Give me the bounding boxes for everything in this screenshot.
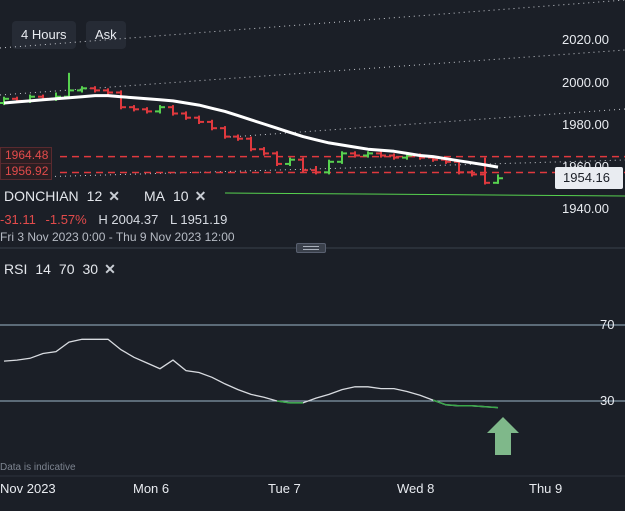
signal-arrow-icon (487, 417, 519, 455)
close-icon[interactable]: ✕ (108, 188, 120, 204)
ma-indicator-chip[interactable]: MA 10 ✕ (140, 185, 213, 207)
donchian-period: 12 (86, 188, 103, 204)
rsi-upper-setting: 70 (58, 261, 75, 277)
trend-line-upper (0, 0, 625, 49)
donchian-indicator-chip[interactable]: DONCHIAN 12 ✕ (0, 185, 126, 207)
price-tick-1980: 1980.00 (562, 117, 609, 132)
close-icon[interactable]: ✕ (104, 261, 116, 277)
trend-line-bottom (0, 159, 625, 179)
rsi-lower-setting: 30 (82, 261, 99, 277)
rsi-oversold-segment (276, 400, 291, 404)
timeframe-button[interactable]: 4 Hours (12, 21, 76, 49)
donchian-lower-tag: 1956.92 (0, 163, 53, 180)
time-tick-mon-6: Mon 6 (133, 481, 170, 496)
ma-name: MA (144, 188, 165, 204)
ma-period: 10 (173, 188, 189, 204)
date-range: Fri 3 Nov 2023 0:00 - Thu 9 Nov 2023 12:… (0, 230, 235, 244)
rsi-oversold-segment (432, 399, 447, 406)
rsi-tick-30: 30 (600, 393, 615, 408)
change-percent: -1.57% (45, 212, 87, 227)
time-tick-thu-9: Thu 9 (529, 481, 563, 496)
time-tick-wed-8: Wed 8 (397, 481, 435, 496)
panel-resize-handle[interactable] (296, 243, 326, 253)
disclaimer-text: Data is indicative (0, 462, 76, 473)
support-line (224, 192, 625, 197)
rsi-tick-70: 70 (600, 317, 615, 332)
rsi-indicator-chip[interactable]: RSI 14 70 30 ✕ (0, 258, 122, 280)
change-value: -31.11 (0, 212, 36, 227)
rsi-name: RSI (4, 261, 28, 277)
price-tick-1940: 1940.00 (562, 201, 609, 216)
low-value: L 1951.19 (169, 212, 228, 227)
price-side-button[interactable]: Ask (86, 21, 126, 49)
donchian-upper-tag: 1964.48 (0, 147, 53, 164)
price-tick-2020: 2020.00 (562, 32, 609, 47)
rsi-oversold-segment (445, 404, 460, 407)
rsi-line (3, 338, 499, 409)
time-tick-nov-2023: Nov 2023 (0, 481, 56, 496)
rsi-oversold-segment (484, 405, 499, 409)
rsi-period: 14 (35, 261, 51, 277)
price-tick-2000: 2000.00 (562, 75, 609, 90)
price-stats: -31.11 -1.57% H 2004.37 L 1951.19 (0, 212, 227, 227)
high-value: H 2004.37 (98, 212, 159, 227)
moving-average-line (3, 94, 499, 169)
time-tick-tue-7: Tue 7 (268, 481, 301, 496)
trend-line-lower (229, 108, 625, 138)
current-price-tag: 1954.16 (555, 167, 623, 189)
rsi-oversold-segment (471, 405, 486, 408)
close-icon[interactable]: ✕ (194, 188, 207, 204)
donchian-name: DONCHIAN (4, 188, 79, 204)
